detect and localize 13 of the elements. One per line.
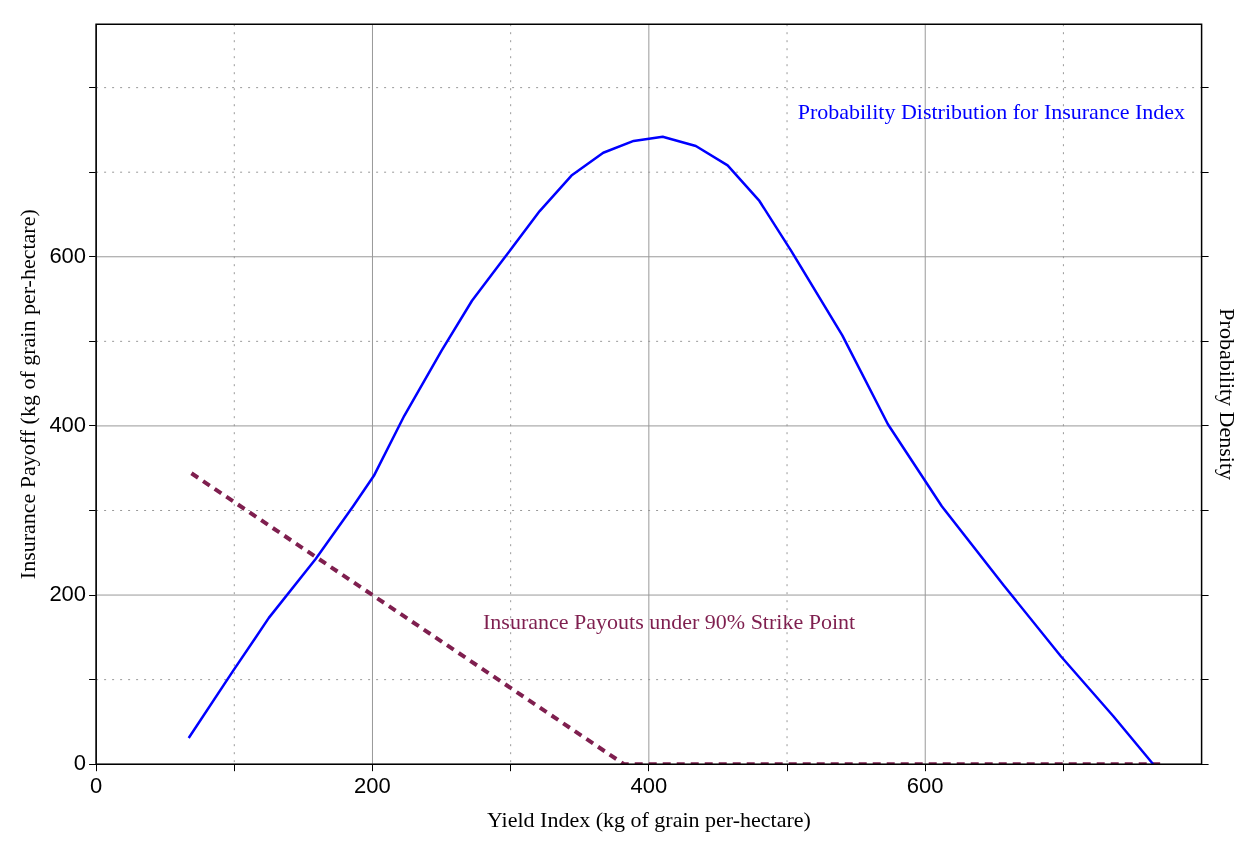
x-tick-label: 600 [906,773,944,799]
text: Probability Distribution for Insurance Index [797,98,1186,124]
x-axis-title: Yield Index (kg of grain per-hectare) [486,806,811,832]
x-tick-label: 0 [89,773,103,799]
y-tick-label: 200 [49,581,87,607]
y-tick-label: 400 [49,411,87,437]
series-label: Insurance Payouts under 90% Strike Point [483,609,856,635]
y-axis-title: Insurance Payoff (kg of grain per-hectare) [14,209,40,580]
y2-axis-title: Probability Density [1215,308,1241,481]
y-tick-label: 600 [49,242,87,268]
x-tick-label: 400 [630,773,668,799]
y-tick-label: 0 [73,750,87,776]
x-tick-label: 200 [354,773,391,799]
